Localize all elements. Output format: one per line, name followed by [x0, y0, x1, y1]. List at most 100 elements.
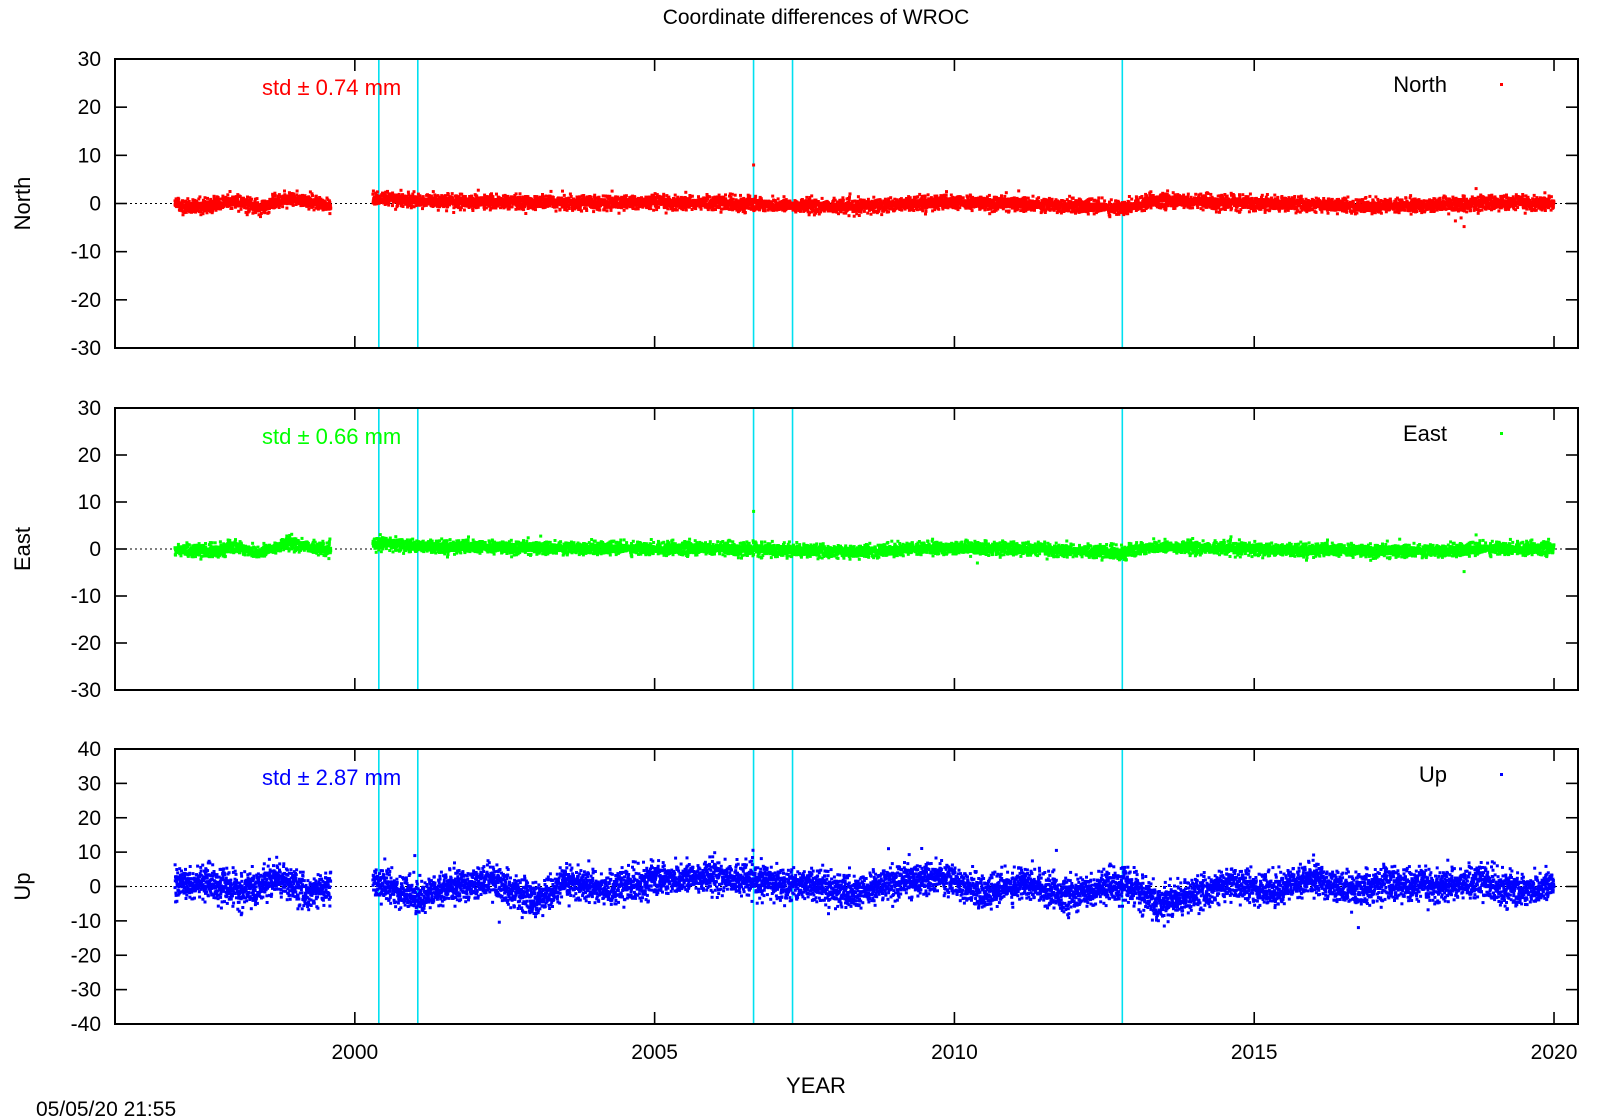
- data-point: [544, 202, 547, 206]
- data-point: [625, 206, 629, 210]
- data-point: [984, 202, 988, 206]
- data-point: [631, 207, 635, 210]
- data-point: [959, 196, 963, 200]
- data-point: [507, 207, 511, 211]
- data-point: [1016, 199, 1020, 203]
- data-point: [607, 203, 611, 207]
- data-point: [435, 204, 439, 208]
- data-point: [602, 203, 606, 206]
- data-point: [1030, 207, 1034, 211]
- data-point: [274, 205, 278, 209]
- data-point: [239, 207, 243, 211]
- data-point: [263, 206, 267, 210]
- data-point: [792, 206, 796, 210]
- data-point: [879, 199, 882, 203]
- data-point: [824, 204, 827, 208]
- data-point: [459, 196, 463, 200]
- data-point: [977, 196, 980, 200]
- data-point: [862, 209, 866, 213]
- data-point: [636, 207, 640, 211]
- data-point: [475, 194, 479, 198]
- data-point: [899, 199, 903, 203]
- data-point: [699, 207, 703, 211]
- data-point: [1026, 205, 1030, 209]
- data-point: [593, 193, 597, 197]
- data-point: [321, 208, 325, 212]
- data-point: [375, 202, 378, 206]
- data-point: [534, 208, 537, 212]
- data-point: [428, 197, 432, 201]
- data-point: [714, 208, 717, 211]
- data-point: [308, 190, 312, 194]
- timestamp-label: 05/05/20 21:55: [36, 1098, 176, 1120]
- data-point: [662, 192, 666, 196]
- data-point: [754, 194, 758, 198]
- data-point: [844, 211, 848, 215]
- data-point: [585, 209, 589, 212]
- data-point: [462, 208, 466, 212]
- data-point: [226, 193, 230, 197]
- data-point: [940, 197, 944, 201]
- data-point: [592, 210, 596, 214]
- data-point: [807, 198, 811, 201]
- data-point: [728, 192, 732, 196]
- data-point: [639, 204, 643, 208]
- data-point: [667, 204, 671, 208]
- data-point: [666, 207, 670, 211]
- data-point: [225, 199, 229, 203]
- data-point: [575, 198, 579, 202]
- data-point: [533, 202, 537, 206]
- data-point: [483, 206, 487, 209]
- data-point: [859, 210, 863, 214]
- data-point: [385, 199, 389, 203]
- data-point: [1004, 191, 1008, 195]
- data-point: [814, 211, 818, 215]
- data-point: [257, 213, 261, 217]
- data-point: [884, 206, 888, 210]
- data-point: [249, 199, 253, 203]
- data-point: [216, 196, 220, 199]
- data-point: [985, 199, 989, 203]
- data-point: [618, 197, 622, 201]
- data-point: [589, 196, 593, 199]
- data-point: [579, 203, 583, 206]
- data-point: [476, 188, 480, 192]
- data-point: [253, 200, 257, 204]
- data-point: [432, 200, 436, 204]
- data-point: [421, 195, 425, 199]
- data-point: [406, 203, 410, 207]
- data-point: [742, 208, 746, 212]
- data-point: [289, 202, 293, 206]
- data-point: [412, 190, 416, 194]
- data-point: [214, 207, 218, 211]
- data-point: [307, 207, 311, 211]
- data-point: [504, 204, 508, 208]
- data-point: [460, 192, 464, 196]
- data-point: [323, 200, 327, 204]
- data-point: [887, 197, 891, 201]
- data-point: [593, 200, 596, 204]
- data-point: [771, 194, 775, 198]
- data-point: [594, 200, 598, 204]
- data-point: [277, 193, 281, 197]
- data-point: [992, 209, 996, 213]
- data-point: [1017, 189, 1021, 193]
- data-point: [490, 192, 493, 196]
- data-point: [610, 189, 614, 193]
- data-point: [263, 211, 267, 215]
- data-point: [907, 195, 911, 199]
- data-point: [204, 202, 208, 206]
- data-point: [371, 189, 375, 193]
- data-point: [1019, 209, 1023, 213]
- data-point: [556, 196, 560, 200]
- data-point: [757, 199, 761, 203]
- data-point: [1004, 209, 1008, 213]
- data-point: [877, 209, 881, 213]
- data-point: [746, 193, 750, 197]
- data-point: [401, 193, 405, 197]
- data-point: [966, 196, 970, 200]
- data-point: [808, 211, 812, 215]
- data-point: [708, 195, 711, 199]
- data-point: [730, 192, 734, 196]
- data-point: [541, 197, 545, 201]
